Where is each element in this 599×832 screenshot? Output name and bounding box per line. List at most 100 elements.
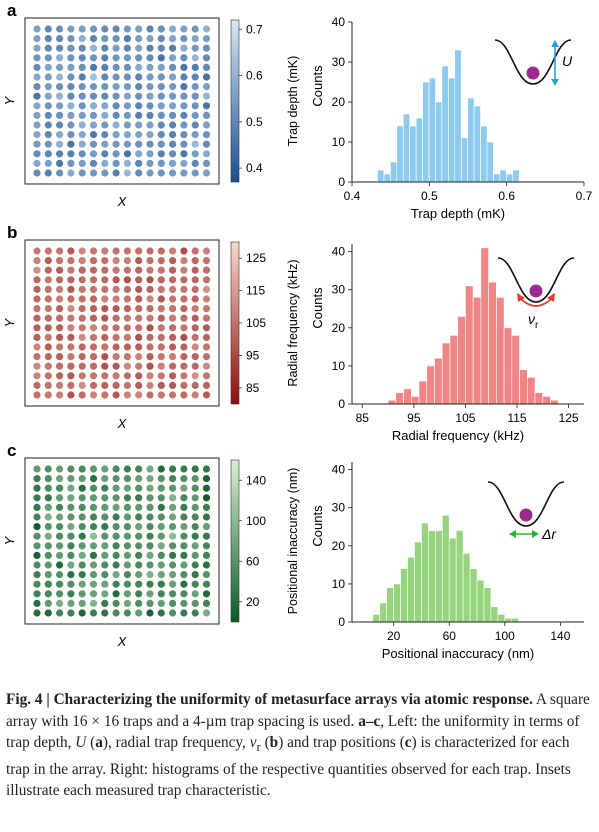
trap-dot [191, 102, 199, 110]
trap-dot [180, 542, 188, 550]
trap-dot [169, 580, 177, 588]
hist-x-tick-label: 0.6 [498, 189, 515, 203]
hist-bar [499, 169, 507, 183]
map-y-label-c: Y [2, 535, 17, 545]
hist-bar [448, 77, 456, 183]
trap-dot [180, 54, 188, 62]
trap-dot [123, 169, 131, 177]
trap-dot [101, 295, 109, 303]
trap-dot [180, 362, 188, 370]
trap-dot [202, 121, 211, 129]
colorbar-b [230, 241, 240, 405]
trap-dot [146, 362, 154, 370]
trap-dot [78, 314, 86, 322]
hist-bar [372, 614, 380, 623]
trap-dot [112, 532, 120, 540]
trap-dot [135, 63, 143, 71]
trap-dot [157, 169, 165, 177]
trap-dot [180, 333, 188, 341]
trap-dot [146, 343, 154, 351]
trap-dot [157, 63, 165, 71]
trap-dot [112, 169, 120, 177]
trap-dot [146, 111, 154, 119]
trap-dot [191, 266, 199, 274]
trap-dot [146, 532, 154, 540]
trap-dot [146, 63, 154, 71]
trap-dot [157, 131, 165, 139]
colorbar-label-c: Positional inaccuracy (nm) [286, 468, 300, 615]
trap-dot [44, 484, 52, 492]
trap-dot [44, 63, 52, 71]
hist-bar [428, 530, 436, 623]
trap-dot [169, 63, 177, 71]
trap-dot [180, 324, 188, 332]
trap-dot [157, 285, 165, 293]
trap-dot [89, 92, 98, 100]
trap-dot [101, 159, 109, 167]
trap-dot [123, 571, 131, 579]
trap-dot [33, 131, 41, 139]
trap-dot [56, 391, 64, 399]
trap-dot [56, 580, 64, 588]
histogram-b: 0 10 20 30 40 85 95 105 115 125 Radial frequency (… [310, 244, 584, 443]
trap-dot [67, 150, 75, 158]
trap-dot [112, 63, 120, 71]
trap-dot [146, 305, 154, 313]
colorbar-tick-label: 0.5 [246, 115, 263, 129]
trap-dot [78, 257, 86, 265]
panel-letter-a: a [7, 1, 17, 20]
trap-dot [180, 305, 188, 313]
trap-dot [180, 131, 188, 139]
trap-dot [202, 465, 211, 473]
trap-dot [123, 276, 131, 284]
trap-dot [191, 83, 199, 91]
trap-dot [135, 257, 143, 265]
trap-dot [157, 599, 165, 608]
trap-dot [202, 532, 211, 540]
trap-dot [78, 169, 86, 177]
hist-x-tick-label: 140 [550, 629, 570, 643]
trap-dot [135, 25, 143, 33]
trap-dot [146, 609, 154, 617]
trap-dot [123, 102, 131, 110]
inset-label-c: Δr [541, 526, 557, 542]
trap-dot [135, 295, 143, 303]
trap-dot [191, 285, 199, 293]
trap-dot [56, 465, 64, 473]
trap-dot [180, 276, 188, 284]
hist-x-label-b: Radial frequency (kHz) [392, 428, 524, 443]
caption-fig-label: Fig. 4 | [6, 691, 54, 708]
trap-dot [169, 54, 177, 62]
trap-dot [169, 523, 177, 531]
trap-dot [89, 169, 98, 177]
trap-map-dots-b [33, 247, 211, 399]
hist-x-tick-label: 0.7 [576, 189, 593, 203]
colorbar-tick-label: 115 [246, 284, 265, 298]
trap-dot [135, 571, 143, 579]
trap-dot [180, 513, 188, 521]
trap-dot [44, 44, 52, 52]
trap-dot [89, 513, 98, 521]
trap-dot [67, 247, 75, 255]
trap-dot [112, 343, 120, 351]
trap-dot [157, 580, 165, 588]
trap-dot [101, 131, 109, 139]
trap-dot [180, 285, 188, 293]
panel-letter-b: b [7, 223, 17, 242]
trap-dot [202, 247, 211, 255]
trap-dot [56, 257, 64, 265]
hist-bar [409, 125, 417, 183]
trap-dot [112, 102, 120, 110]
trap-dot [169, 599, 177, 608]
trap-dot [44, 353, 52, 361]
caption-body-6: ) and trap positions ( [278, 734, 405, 751]
trap-dot [157, 503, 165, 511]
hist-bar [387, 399, 397, 405]
trap-dot [67, 372, 75, 380]
hist-bar [534, 392, 543, 405]
trap-dot [157, 353, 165, 361]
trap-dot [112, 314, 120, 322]
trap-dot [157, 609, 165, 617]
trap-dot [202, 494, 211, 502]
trap-dot [135, 131, 143, 139]
